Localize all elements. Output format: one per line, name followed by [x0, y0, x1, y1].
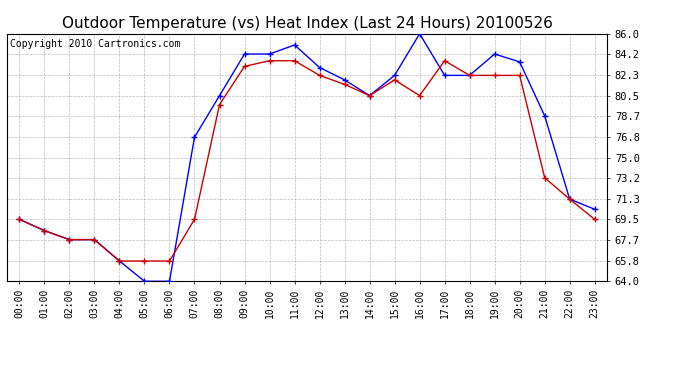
Text: Copyright 2010 Cartronics.com: Copyright 2010 Cartronics.com [10, 39, 180, 49]
Title: Outdoor Temperature (vs) Heat Index (Last 24 Hours) 20100526: Outdoor Temperature (vs) Heat Index (Las… [61, 16, 553, 31]
